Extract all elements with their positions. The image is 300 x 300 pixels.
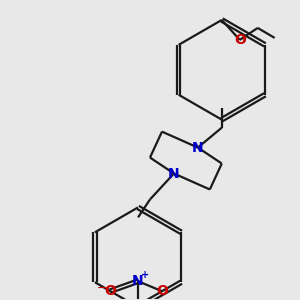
Text: N: N xyxy=(132,274,144,288)
Text: O: O xyxy=(234,33,246,47)
Text: O: O xyxy=(104,284,116,298)
Text: N: N xyxy=(168,167,180,181)
Text: O: O xyxy=(156,284,168,298)
Text: +: + xyxy=(142,270,150,280)
Text: −: − xyxy=(97,282,107,295)
Text: N: N xyxy=(192,141,204,154)
